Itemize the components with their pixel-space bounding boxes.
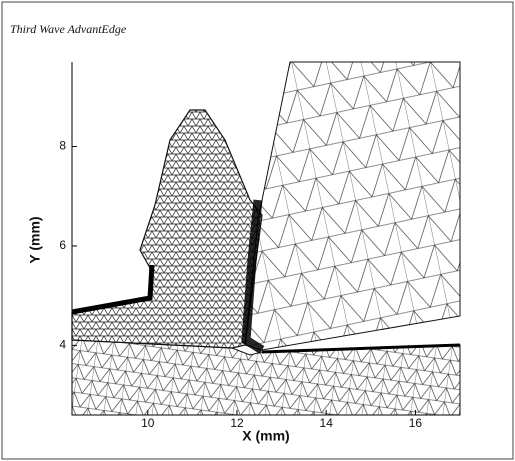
y-axis-title: Y (mm) bbox=[27, 216, 43, 263]
chip bbox=[72, 110, 262, 348]
x-tick-label: 14 bbox=[320, 416, 334, 430]
x-tick-label: 16 bbox=[409, 416, 423, 430]
chart-title: Third Wave AdvantEdge bbox=[10, 22, 127, 36]
y-tick-label: 4 bbox=[59, 338, 66, 352]
y-tick-label: 8 bbox=[59, 139, 66, 153]
x-tick-label: 10 bbox=[141, 416, 155, 430]
x-tick-label: 12 bbox=[230, 416, 244, 430]
x-axis-title: X (mm) bbox=[242, 428, 289, 444]
chart: Third Wave AdvantEdge X (mm) Y (mm) 10 12… bbox=[0, 0, 515, 461]
mesh bbox=[72, 62, 460, 415]
y-tick-label: 6 bbox=[59, 238, 66, 252]
tool bbox=[245, 62, 460, 350]
